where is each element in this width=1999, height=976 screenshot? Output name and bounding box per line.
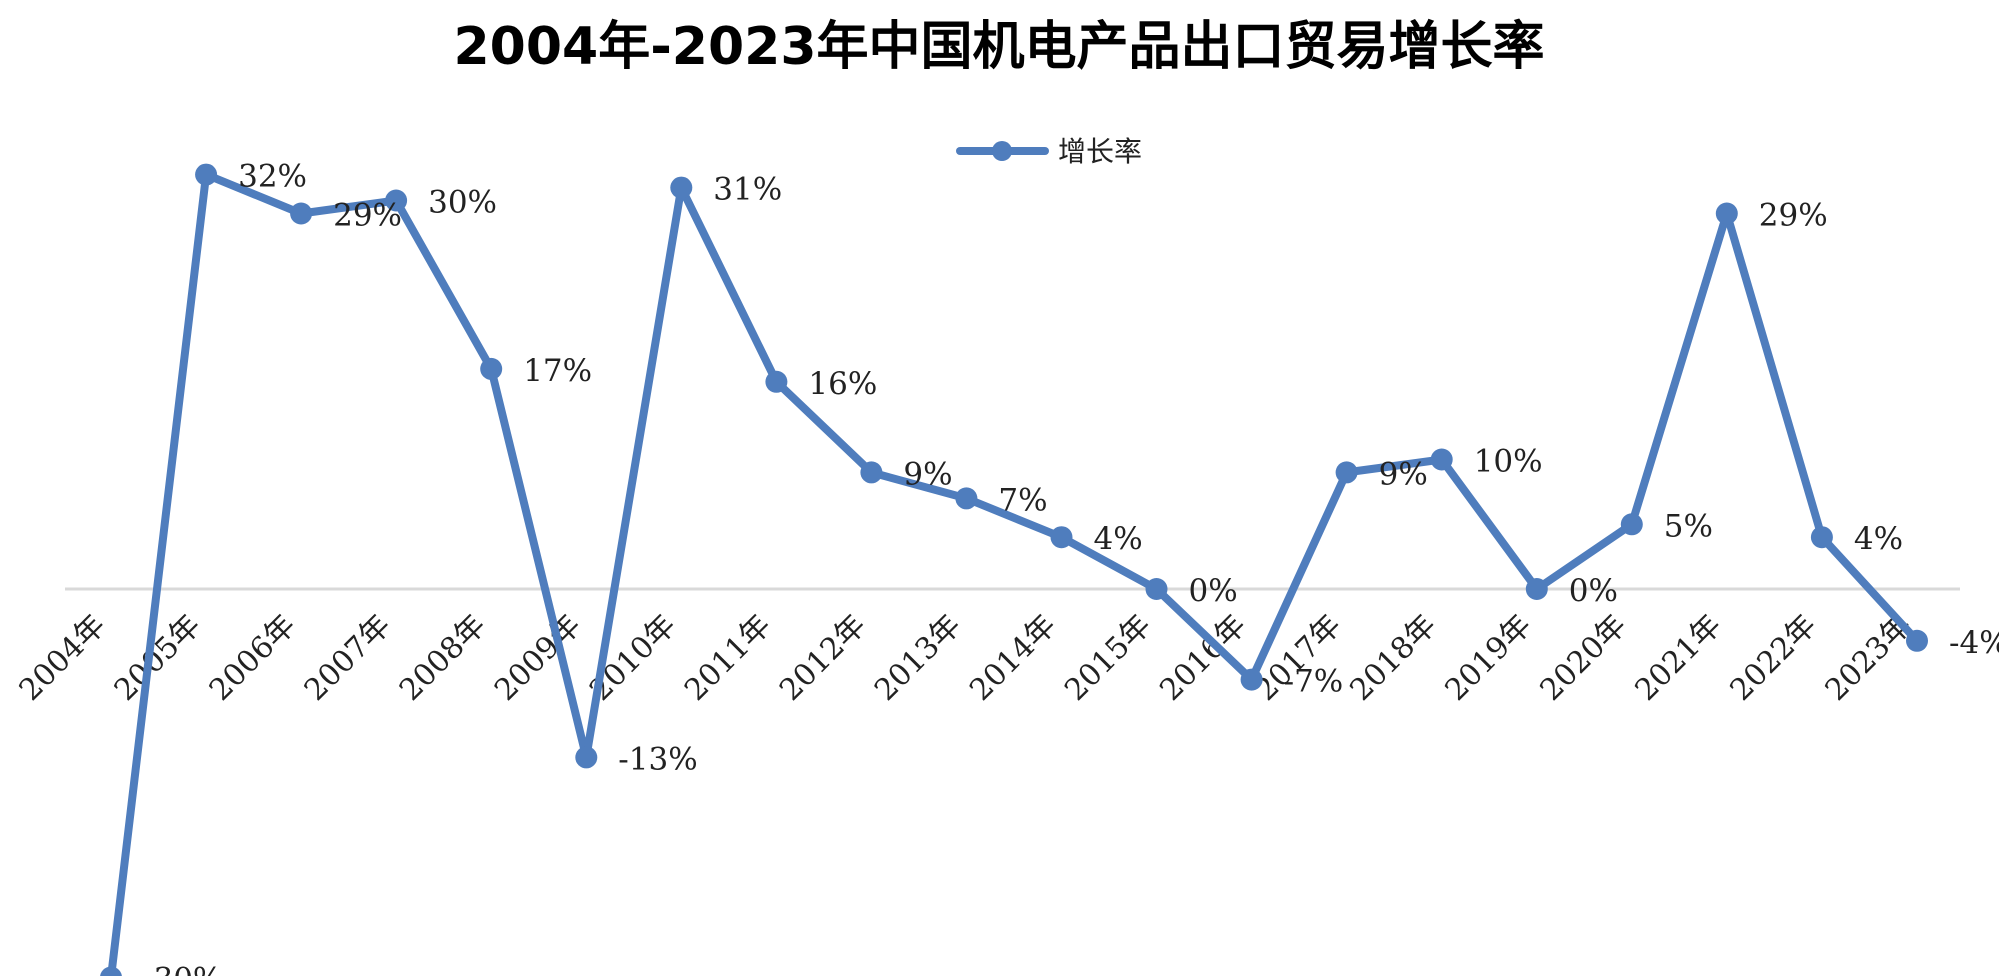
- x-tick-label: 2015年: [1058, 608, 1158, 708]
- data-label: 4%: [1854, 521, 1903, 557]
- data-point-8: [860, 461, 883, 484]
- legend: 增长率: [956, 135, 1142, 168]
- x-tick-label: 2005年: [108, 608, 208, 708]
- data-label: 7%: [998, 482, 1047, 518]
- data-point-18: [1810, 526, 1833, 549]
- data-point-3: [385, 189, 408, 212]
- data-point-7: [765, 370, 788, 393]
- data-point-5: [575, 746, 598, 769]
- data-label: 17%: [523, 353, 592, 389]
- data-label: 31%: [713, 172, 782, 208]
- x-tick-label: 2018年: [1343, 608, 1443, 708]
- data-point-9: [955, 487, 978, 510]
- data-label: 0%: [1569, 573, 1618, 609]
- data-label: 29%: [333, 198, 402, 234]
- data-point-1: [195, 163, 218, 186]
- data-point-14: [1430, 448, 1453, 471]
- x-tick-label: 2013年: [868, 608, 968, 708]
- x-tick-label: 2019年: [1439, 608, 1539, 708]
- x-axis-tick-labels: 2004年2005年2006年2007年2008年2009年2010年2011年…: [13, 608, 1919, 708]
- series-line-layer: [107, 170, 1921, 976]
- data-point-13: [1335, 461, 1358, 484]
- data-point-17: [1715, 202, 1738, 225]
- series-line-growth-rate: [107, 170, 1921, 976]
- data-point-0: [100, 966, 122, 976]
- legend-marker-icon: [992, 141, 1012, 161]
- x-tick-label: 2008年: [393, 608, 493, 708]
- data-point-15: [1525, 578, 1548, 600]
- x-tick-label: 2011年: [678, 608, 778, 708]
- data-point-2: [290, 202, 313, 225]
- data-label: 0%: [1189, 573, 1238, 609]
- x-tick-label: 2022年: [1724, 608, 1824, 708]
- x-tick-label: 2006年: [203, 608, 303, 708]
- data-point-12: [1240, 668, 1263, 691]
- data-point-19: [1906, 629, 1928, 652]
- x-tick-label: 2021年: [1629, 608, 1729, 708]
- x-tick-label: 2007年: [298, 608, 398, 708]
- data-label: 9%: [1379, 456, 1428, 492]
- x-tick-label: 2004年: [13, 608, 113, 708]
- chart-title: 2004年-2023年中国机电产品出口贸易增长率: [453, 17, 1544, 77]
- data-label: -4%: [1949, 625, 1999, 661]
- x-tick-label: 2016年: [1153, 608, 1253, 708]
- series-markers: [100, 163, 1928, 976]
- data-point-16: [1620, 513, 1643, 536]
- data-label: 4%: [1094, 521, 1143, 557]
- data-point-4: [480, 357, 503, 380]
- data-label: -7%: [1284, 664, 1344, 700]
- data-point-11: [1145, 578, 1168, 600]
- data-label: 30%: [428, 185, 497, 221]
- data-label: 10%: [1474, 444, 1543, 480]
- data-label: 29%: [1759, 198, 1828, 234]
- x-tick-label: 2020年: [1534, 608, 1634, 708]
- legend-label: 增长率: [1058, 135, 1142, 168]
- data-label: -30%: [143, 962, 222, 976]
- data-label: 9%: [903, 456, 952, 492]
- data-point-10: [1050, 526, 1073, 549]
- data-label: 32%: [238, 159, 307, 195]
- data-point-6: [670, 176, 693, 199]
- x-tick-label: 2012年: [773, 608, 873, 708]
- data-labels: -30% 32% 29% 30% 17% -13% 31% 16% 9% 7% 4% 0% -7% 9% 1…: [143, 159, 1999, 976]
- data-label: 5%: [1664, 508, 1713, 544]
- data-label: -13%: [618, 741, 697, 777]
- data-label: 16%: [808, 366, 877, 402]
- x-tick-label: 2014年: [963, 608, 1063, 708]
